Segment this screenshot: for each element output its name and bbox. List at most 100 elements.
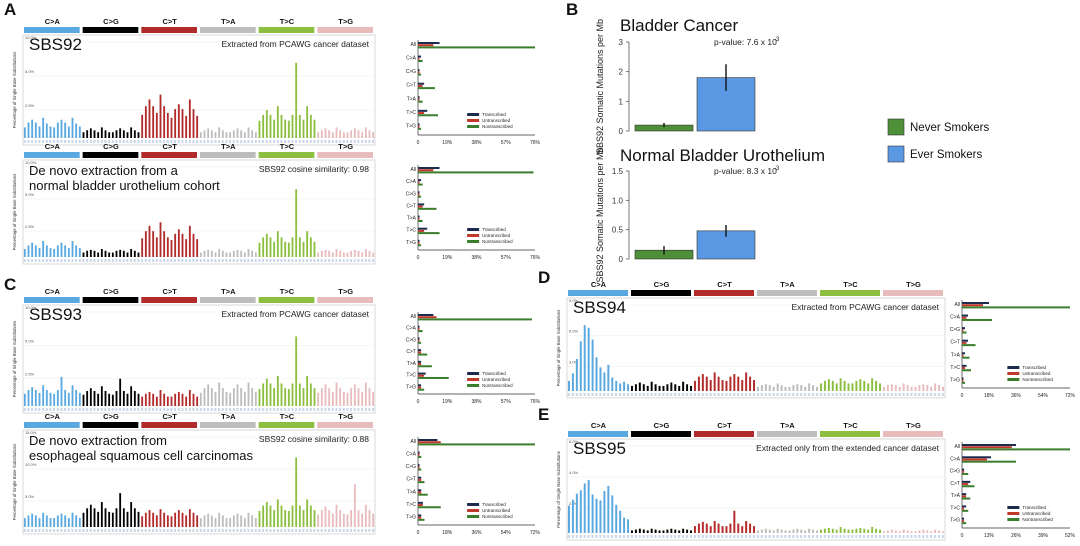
strand-bar	[418, 207, 437, 210]
context-bar	[938, 530, 941, 533]
context-bar	[306, 106, 309, 138]
context-bar	[232, 515, 235, 527]
context-bar	[729, 376, 732, 391]
context-tick-label	[82, 140, 85, 143]
context-tick-label	[823, 535, 826, 538]
context-tick-label	[141, 408, 144, 411]
context-tick-label	[108, 408, 111, 411]
strand-bar	[418, 239, 420, 242]
context-bar	[674, 384, 677, 391]
context-bar	[141, 516, 144, 527]
strand-bar	[962, 507, 965, 510]
context-bar	[276, 375, 279, 406]
context-tick-label	[34, 140, 37, 143]
context-bar	[155, 396, 158, 406]
context-tick-label	[729, 393, 732, 396]
context-bar	[177, 391, 180, 406]
context-bar	[859, 527, 862, 533]
panel-letter-A: A	[4, 0, 16, 19]
context-bar	[346, 132, 349, 138]
context-tick-label	[170, 140, 173, 143]
context-bar	[119, 493, 122, 527]
context-bar	[86, 250, 89, 257]
context-tick-label	[155, 259, 158, 262]
context-bar	[666, 384, 669, 391]
context-tick-label	[64, 140, 67, 143]
context-tick-label	[71, 259, 74, 262]
context-tick-label	[357, 529, 360, 532]
p-value-exponent: -3	[774, 37, 780, 43]
context-tick-label	[309, 140, 312, 143]
strand-legend-swatch	[467, 503, 480, 506]
context-tick-label	[254, 140, 257, 143]
strand-bar	[418, 478, 422, 481]
context-tick-label	[203, 259, 206, 262]
strand-legend-swatch	[467, 240, 480, 243]
context-bar	[185, 115, 188, 138]
strand-bar	[418, 242, 420, 245]
strand-legend-swatch	[467, 119, 480, 122]
strand-bar	[418, 443, 535, 446]
context-bar	[697, 523, 700, 533]
strand-tick-label: 54%	[501, 530, 512, 536]
context-tick-label	[174, 529, 177, 532]
type-header-label: C>G	[103, 287, 119, 296]
strand-bar	[418, 318, 532, 321]
strand-bar	[962, 468, 965, 471]
context-tick-label	[38, 140, 41, 143]
context-bar	[218, 512, 221, 527]
context-tick-label	[760, 393, 763, 396]
context-bar	[357, 510, 360, 527]
type-header-bar	[24, 422, 80, 428]
context-bar	[890, 529, 893, 533]
strand-bar	[962, 509, 969, 512]
context-bar	[258, 389, 261, 406]
context-tick-label	[674, 535, 677, 538]
context-bar	[784, 530, 787, 533]
type-header-label: T>A	[221, 287, 236, 296]
context-tick-label	[353, 259, 356, 262]
y-tick-label: 10.0%	[25, 35, 37, 40]
context-bar	[262, 505, 265, 527]
context-bar	[804, 386, 807, 391]
type-header-label: C>T	[162, 17, 177, 26]
strand-tick-label: 38%	[471, 140, 482, 146]
context-bar	[108, 393, 111, 406]
context-tick-label	[240, 408, 243, 411]
context-tick-label	[587, 535, 590, 538]
context-bar	[772, 386, 775, 391]
context-bar	[847, 383, 850, 391]
context-tick-label	[350, 529, 353, 532]
strand-row-label: T>G	[406, 384, 416, 390]
context-bar	[591, 339, 594, 391]
context-tick-label	[174, 408, 177, 411]
strand-row-label: T>G	[950, 377, 960, 383]
strand-bar	[962, 314, 968, 317]
context-tick-label	[882, 535, 885, 538]
type-header-label: C>G	[654, 280, 670, 289]
context-tick-label	[23, 259, 26, 262]
context-bar	[60, 242, 63, 257]
strand-bar	[962, 485, 975, 488]
signature-title: SBS93	[29, 305, 82, 324]
signature-source: SBS92 cosine similarity: 0.98	[259, 164, 369, 174]
context-tick-label	[284, 259, 287, 262]
strand-bar	[962, 352, 965, 355]
strand-bar	[418, 123, 420, 126]
context-tick-label	[764, 393, 767, 396]
context-tick-label	[82, 259, 85, 262]
context-tick-label	[34, 259, 37, 262]
context-tick-label	[93, 259, 96, 262]
strand-bar	[418, 244, 422, 247]
context-bar	[265, 233, 268, 257]
context-tick-label	[137, 259, 140, 262]
context-tick-label	[796, 393, 799, 396]
context-tick-label	[328, 529, 331, 532]
context-tick-label	[796, 535, 799, 538]
context-tick-label	[320, 529, 323, 532]
context-tick-label	[89, 140, 92, 143]
context-tick-label	[741, 393, 744, 396]
context-tick-label	[313, 529, 316, 532]
context-tick-label	[298, 529, 301, 532]
